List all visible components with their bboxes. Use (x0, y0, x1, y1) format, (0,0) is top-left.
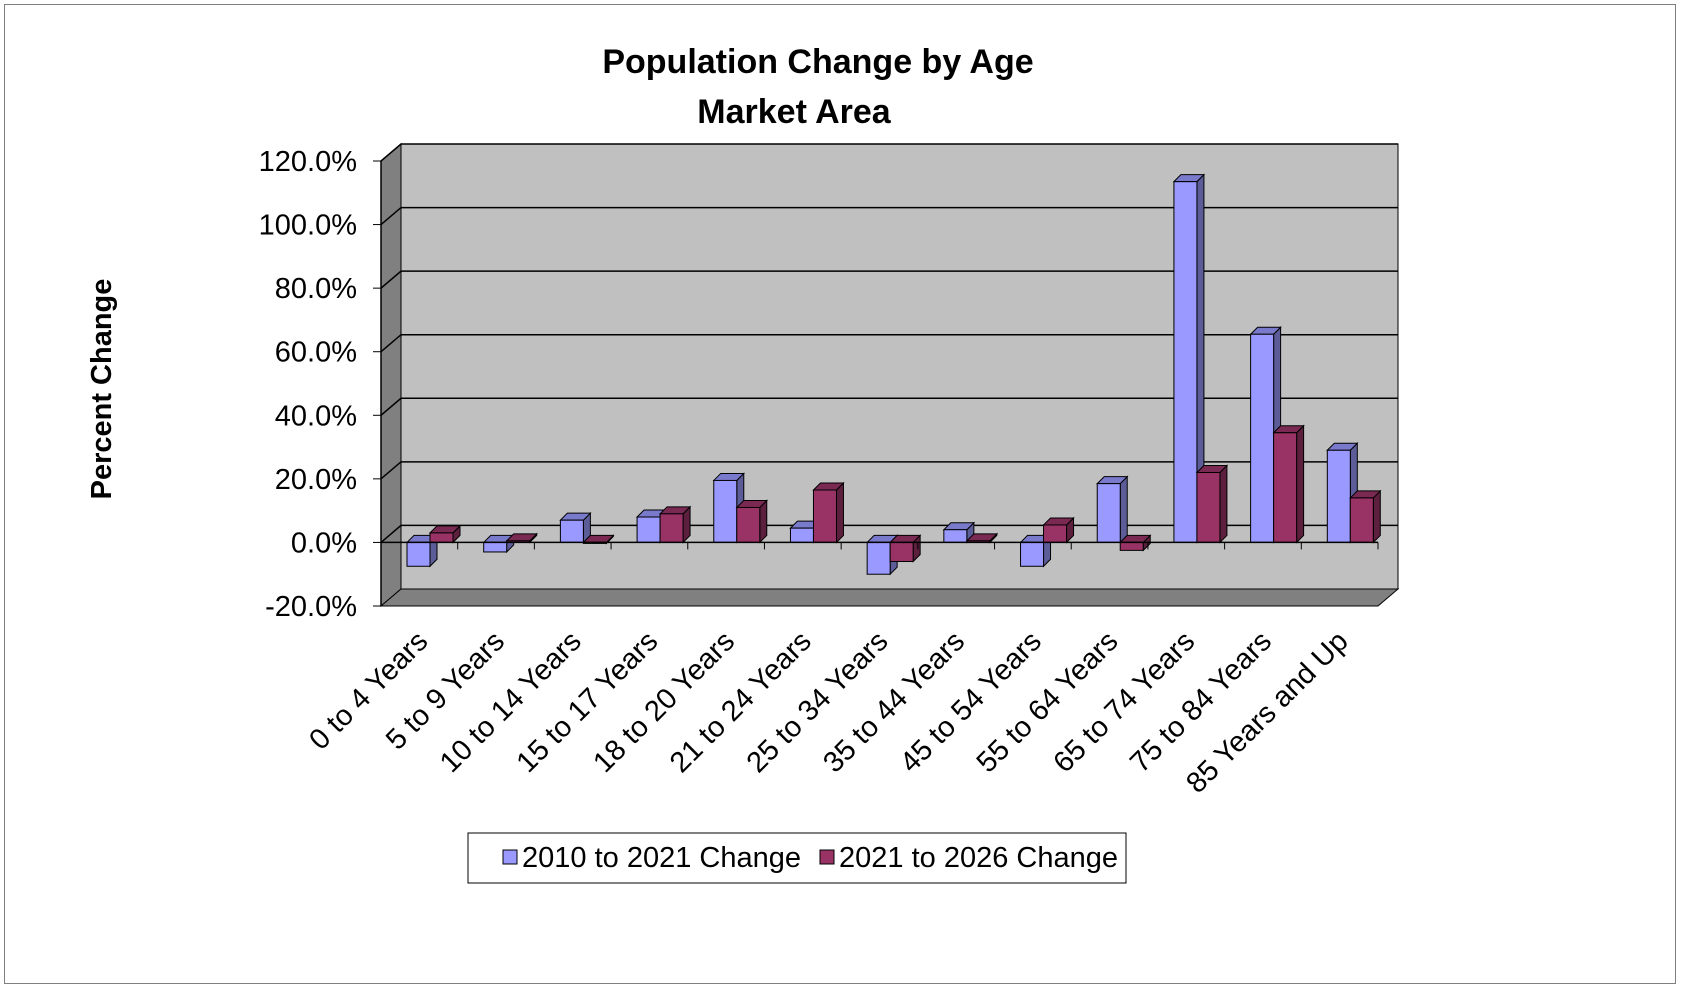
gridline (380, 397, 1398, 416)
bar (1042, 516, 1075, 544)
legend: 2010 to 2021 Change 2021 to 2026 Change (467, 832, 1127, 884)
legend-label-2010-2021: 2010 to 2021 Change (522, 842, 801, 874)
gridline (380, 143, 1398, 162)
y-tick-label: 40.0% (275, 400, 357, 432)
bar (1195, 464, 1229, 544)
y-tick-label: 120.0% (259, 146, 357, 178)
bar (658, 505, 692, 544)
y-axis-label: Percent Change (86, 279, 118, 500)
bar (1349, 489, 1382, 544)
gridline (380, 461, 1398, 480)
chart-frame: Population Change by Age Market Area Per… (4, 4, 1676, 984)
legend-box (467, 832, 1127, 884)
legend-swatch-2010-2021 (502, 849, 518, 865)
plot-side-wall (380, 142, 402, 608)
bar-chart: Population Change by Age Market Area Per… (86, 43, 1400, 884)
y-tick-label: 20.0% (275, 464, 357, 496)
bar (505, 532, 538, 544)
plot-back-wall (400, 143, 1399, 590)
y-tick-label: 100.0% (259, 210, 357, 242)
plot-floor (379, 588, 1400, 607)
bar (812, 481, 845, 544)
gridline (380, 206, 1398, 226)
bar (428, 524, 462, 544)
y-tick-label: 60.0% (275, 337, 357, 369)
bar (1172, 173, 1206, 544)
plot-area: 120.0% 100.0% 80.0% 60.0% 40.0% 20.0% 0.0% -20.… (259, 142, 1400, 800)
y-tick-label: 0.0% (291, 527, 357, 559)
y-tick-label: 80.0% (275, 273, 357, 305)
bar (942, 521, 976, 544)
chart-subtitle: Market Area (697, 93, 891, 131)
bar (1272, 424, 1305, 544)
bar (559, 511, 592, 544)
bar (1096, 475, 1129, 544)
bar (735, 499, 768, 544)
gridline (380, 270, 1398, 289)
gridline (380, 333, 1398, 353)
legend-label-2021-2026: 2021 to 2026 Change (839, 842, 1118, 874)
bar (888, 534, 922, 563)
legend-swatch-2021-2026 (819, 849, 835, 865)
y-tick-label: -20.0% (265, 591, 357, 623)
chart-title: Population Change by Age (602, 43, 1033, 81)
